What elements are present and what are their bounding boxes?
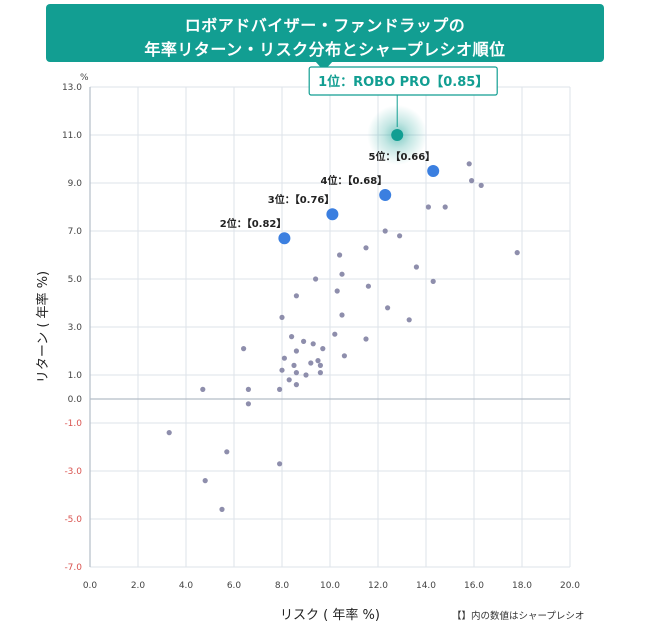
data-point	[469, 178, 475, 184]
data-point	[310, 341, 316, 347]
data-point	[293, 370, 299, 376]
ranked-point	[427, 165, 440, 177]
data-point	[289, 334, 295, 340]
data-point	[382, 228, 388, 234]
ranked-point-label: 4位：【0.68】	[321, 174, 388, 187]
data-point	[245, 386, 251, 392]
data-point	[337, 252, 343, 258]
x-axis-label: リスク ( 年率 %)	[280, 607, 380, 623]
data-point	[315, 358, 321, 364]
y-tick-label: 13.0	[62, 83, 82, 93]
data-point	[166, 430, 172, 436]
ranked-point	[278, 232, 291, 245]
y-tick-label: 3.0	[68, 323, 83, 333]
x-tick-label: 4.0	[179, 581, 194, 591]
title-banner: ロボアドバイザー・ファンドラップの 年率リターン・リスク分布とシャープレシオ順位	[46, 4, 604, 62]
data-point	[385, 305, 391, 311]
top-ranked-point	[391, 129, 404, 141]
x-tick-label: 8.0	[275, 581, 290, 591]
x-tick-label: 0.0	[83, 581, 98, 591]
data-point	[286, 377, 292, 383]
data-point	[241, 346, 247, 352]
data-point	[397, 233, 403, 239]
data-point	[224, 449, 230, 455]
data-point	[245, 401, 251, 407]
banner-pointer	[315, 61, 333, 71]
data-point	[334, 288, 340, 294]
y-tick-label: -3.0	[64, 467, 82, 477]
data-point	[200, 386, 206, 392]
data-point	[303, 372, 309, 378]
y-tick-label: -5.0	[64, 515, 82, 525]
y-tick-label: -7.0	[64, 563, 82, 573]
data-point	[365, 283, 371, 289]
x-tick-label: 10.0	[320, 581, 340, 591]
data-point	[332, 331, 338, 337]
y-tick-label: 11.0	[62, 131, 82, 141]
data-point	[277, 386, 283, 392]
data-point	[277, 461, 283, 467]
data-point	[301, 338, 307, 344]
sharpe-note: 【】内の数値はシャープレシオ	[452, 611, 585, 622]
data-point	[313, 276, 319, 282]
title-line-1: ロボアドバイザー・ファンドラップの	[184, 16, 466, 35]
data-point	[293, 348, 299, 354]
ranked-point-label: 2位：【0.82】	[220, 217, 287, 230]
y-tick-label: 7.0	[68, 227, 83, 237]
y-tick-label: 9.0	[68, 179, 83, 189]
top-callout-label: 1位：ROBO PRO【0.85】	[318, 74, 488, 90]
top-callout-box	[308, 66, 498, 96]
x-tick-label: 14.0	[416, 581, 436, 591]
x-tick-label: 20.0	[560, 581, 580, 591]
data-point	[442, 204, 448, 210]
data-point	[202, 478, 208, 484]
ranked-point-label: 5位：【0.66】	[369, 150, 436, 163]
data-point	[291, 362, 297, 368]
y-tick-label: 1.0	[68, 371, 83, 381]
data-point	[341, 353, 347, 359]
data-point	[430, 278, 436, 284]
data-point	[406, 317, 412, 323]
data-point	[317, 362, 323, 368]
x-tick-label: 2.0	[131, 581, 146, 591]
y-unit-label: %	[80, 73, 89, 83]
data-point	[293, 382, 299, 388]
data-point	[466, 161, 472, 167]
data-point	[279, 367, 285, 373]
data-point	[478, 182, 484, 188]
y-tick-label: 5.0	[68, 275, 83, 285]
data-point	[363, 336, 369, 342]
data-point	[413, 264, 419, 270]
data-point	[279, 314, 285, 320]
data-point	[219, 506, 225, 512]
x-tick-label: 16.0	[464, 581, 484, 591]
y-tick-label: 0.0	[68, 395, 83, 405]
data-point	[363, 245, 369, 251]
ranked-point	[379, 189, 392, 201]
title-line-2: 年率リターン・リスク分布とシャープレシオ順位	[144, 40, 506, 59]
data-point	[281, 355, 287, 361]
data-point	[308, 360, 314, 366]
x-tick-label: 6.0	[227, 581, 242, 591]
data-point	[339, 271, 345, 277]
ranked-point	[326, 208, 339, 221]
data-point	[293, 293, 299, 299]
x-tick-label: 18.0	[512, 581, 532, 591]
y-axis-label: リターン ( 年率 %)	[35, 271, 51, 383]
data-point	[425, 204, 431, 210]
data-point	[339, 312, 345, 318]
y-tick-label: -1.0	[64, 419, 82, 429]
data-point	[514, 250, 520, 256]
data-point	[320, 346, 326, 352]
data-point	[317, 370, 323, 376]
x-tick-label: 12.0	[368, 581, 388, 591]
ranked-point-label: 3位：【0.76】	[268, 193, 335, 206]
